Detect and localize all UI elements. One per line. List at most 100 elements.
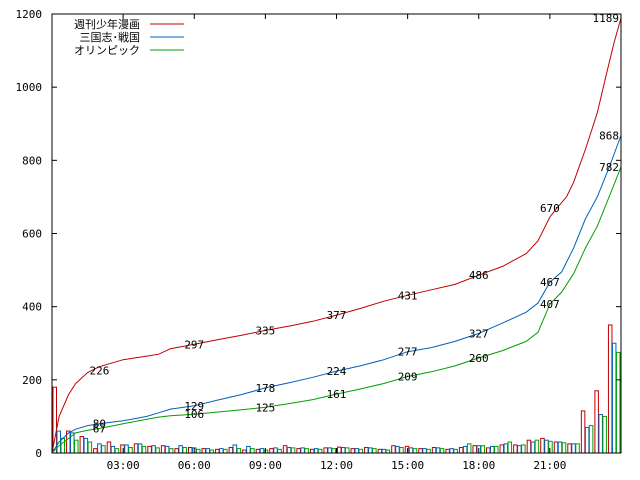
bar-0060c0-34 — [517, 445, 522, 454]
data-label: 327 — [469, 327, 489, 340]
bar-c00000-9 — [174, 448, 179, 454]
x-tick-label: 06:00 — [178, 459, 211, 472]
bar-c00000-38 — [567, 443, 572, 454]
bar-0060c0-29 — [449, 448, 454, 454]
bar-c00000-11 — [201, 448, 207, 454]
bar-c00000-8 — [160, 445, 166, 454]
bar-0060c0-33 — [503, 443, 509, 454]
bar-c00000-22 — [350, 448, 356, 454]
bar-c00000-6 — [133, 443, 139, 454]
data-label: 178 — [255, 382, 275, 395]
data-label: 224 — [327, 365, 347, 378]
bar-0060c0-39 — [584, 426, 590, 454]
bar-c00000-20 — [323, 447, 328, 454]
data-label: 161 — [327, 388, 347, 401]
x-tick-label: 15:00 — [391, 459, 424, 472]
bar-0060c0-19 — [313, 448, 319, 454]
bar-c00000-4 — [106, 441, 112, 454]
y-tick-label: 400 — [22, 301, 42, 314]
bar-00a000-16 — [277, 448, 282, 454]
bar-00a000-13 — [236, 448, 242, 454]
x-tick-label: 12:00 — [320, 459, 353, 472]
bar-c00000-39 — [580, 410, 586, 454]
bar-0060c0-24 — [381, 448, 387, 454]
bar-0060c0-20 — [327, 447, 332, 454]
y-tick-label: 600 — [22, 228, 42, 241]
bar-00a000-19 — [317, 448, 323, 454]
bar-0060c0-11 — [205, 448, 211, 454]
bar-0060c0-7 — [151, 445, 156, 454]
bar-0060c0-9 — [178, 445, 183, 454]
bar-0060c0-3 — [97, 443, 102, 454]
bar-c00000-10 — [187, 447, 193, 454]
bar-c00000-33 — [499, 444, 505, 454]
bar-0060c0-15 — [259, 448, 265, 454]
legend-label: 週刊少年漫画 — [74, 17, 140, 31]
axes-layer: 0 200 400 600 800 1000 1200 03:00 06:00 09:00 12:0… — [16, 8, 622, 472]
bar-00a000-12 — [223, 448, 228, 454]
bar-0060c0-5 — [124, 444, 129, 454]
bar-00a000-31 — [480, 445, 485, 454]
bar-c00000-2 — [79, 436, 85, 454]
data-label: 467 — [540, 276, 560, 289]
bar-0060c0-25 — [395, 445, 400, 454]
bar-00a000-21 — [345, 447, 350, 454]
y-tick-label: 1000 — [16, 81, 43, 94]
y-tick-label: 200 — [22, 374, 42, 387]
data-label: 209 — [398, 371, 418, 384]
bar-00a000-38 — [575, 443, 580, 454]
data-label: 260 — [469, 352, 489, 365]
bar-00a000-7 — [155, 447, 160, 454]
bar-00a000-0 — [60, 437, 65, 454]
bar-c00000-40 — [594, 390, 599, 454]
data-label: 226 — [89, 364, 109, 377]
bar-c00000-24 — [377, 448, 383, 454]
bar-00a000-20 — [331, 448, 336, 454]
series-line-0 — [51, 17, 622, 454]
legend-label: オリンピック — [74, 44, 140, 57]
bar-0060c0-16 — [273, 447, 278, 454]
bar-00a000-33 — [507, 441, 513, 454]
bar-00a000-26 — [412, 448, 418, 454]
data-label: 868 — [599, 129, 619, 142]
bar-c00000-16 — [269, 448, 274, 454]
bar-c00000-19 — [309, 448, 315, 454]
bar-c00000-23 — [364, 447, 369, 454]
bar-0060c0-21 — [341, 447, 346, 454]
bar-00a000-22 — [358, 448, 364, 454]
x-tick-label: 09:00 — [249, 459, 282, 472]
bar-c00000-15 — [255, 448, 261, 454]
data-label: 67 — [93, 422, 106, 435]
bar-00a000-8 — [168, 448, 174, 454]
bar-0060c0-23 — [368, 447, 373, 454]
bar-00a000-1 — [74, 439, 79, 454]
bar-0060c0-38 — [571, 443, 576, 454]
bar-00a000-29 — [453, 448, 458, 454]
bar-c00000-25 — [391, 445, 396, 454]
bar-00a000-40 — [602, 415, 607, 454]
bar-c00000-29 — [445, 448, 450, 454]
bar-c00000-12 — [215, 448, 220, 454]
bar-0060c0-32 — [490, 445, 495, 454]
bar-c00000-21 — [337, 446, 342, 454]
y-tick-label: 800 — [22, 154, 42, 167]
data-label: 125 — [255, 401, 275, 414]
bar-00a000-36 — [548, 440, 553, 454]
bar-00a000-34 — [521, 444, 526, 454]
bar-0060c0-41 — [611, 342, 617, 454]
bar-00a000-18 — [304, 448, 309, 454]
bar-0060c0-35 — [530, 441, 536, 454]
bar-00a000-6 — [141, 445, 147, 454]
bar-00a000-30 — [466, 443, 472, 454]
data-label: 431 — [398, 289, 418, 302]
data-label: 277 — [398, 346, 418, 359]
bar-00a000-37 — [561, 442, 567, 454]
bar-00a000-32 — [494, 445, 499, 454]
lines-layer — [51, 17, 622, 454]
x-tick-label: 18:00 — [462, 459, 495, 472]
data-label: 486 — [469, 269, 489, 282]
bar-0060c0-2 — [83, 437, 89, 454]
bar-c00000-3 — [93, 448, 98, 454]
